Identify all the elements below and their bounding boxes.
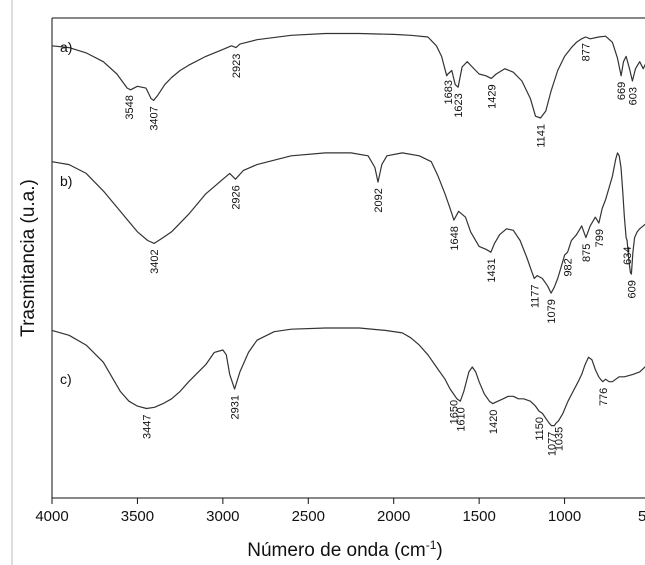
peak-label: 1035 — [554, 427, 566, 451]
series-layer — [51, 32, 645, 427]
panel-labels: a) b) c) — [60, 39, 72, 387]
peak-label: 1079 — [546, 299, 558, 323]
peak-label: 669 — [616, 82, 628, 100]
x-axis-title-end: ) — [436, 540, 442, 561]
peak-label: 609 — [626, 280, 638, 298]
x-tick-label: 4000 — [35, 508, 68, 525]
peak-label: 799 — [594, 229, 606, 247]
peak-label: 1150 — [534, 417, 546, 441]
peak-label: 3402 — [149, 249, 161, 273]
peak-label: 2092 — [373, 188, 385, 212]
x-tick-label: 3000 — [206, 508, 239, 525]
peak-label: 1141 — [536, 124, 548, 148]
annotation-layer: 3548340729231683162314291141877669603466… — [124, 43, 639, 456]
x-tick-label: 1500 — [462, 508, 495, 525]
peak-label: 776 — [598, 388, 610, 406]
peak-label: 2923 — [231, 54, 243, 78]
x-ticks: 4000 3500 3000 2500 2000 1500 1000 500 — [35, 498, 645, 525]
x-tick-label: 2500 — [292, 508, 325, 525]
y-axis-title: Trasmitancia (u.a.) — [18, 179, 39, 337]
peak-label: 3407 — [148, 106, 160, 130]
peak-label: 1431 — [486, 258, 498, 282]
peak-label: 634 — [622, 247, 634, 265]
axes-frame — [11, 0, 645, 565]
peak-label: 3548 — [124, 95, 136, 119]
spectrum-line-b — [51, 152, 645, 294]
peak-label: 1077 — [546, 432, 558, 456]
peak-label: 875 — [581, 244, 593, 262]
peak-label: 1610 — [455, 407, 467, 431]
peak-label: 1648 — [449, 226, 461, 250]
peak-label: 2931 — [230, 395, 242, 419]
peak-label: 877 — [581, 43, 593, 61]
peak-label: 1623 — [453, 93, 465, 117]
x-axis-title-main: Número de onda (cm — [247, 540, 425, 561]
peak-label: 2926 — [231, 185, 243, 209]
panel-label: b) — [60, 173, 72, 189]
x-axis-title-superscript: -1 — [426, 538, 437, 552]
peak-label: 603 — [627, 87, 639, 105]
peak-label: 1177 — [529, 285, 541, 309]
x-tick-label: 1000 — [548, 508, 581, 525]
x-axis-title: Número de onda (cm-1) — [247, 538, 442, 561]
x-tick-label: 500 — [638, 508, 645, 525]
panel-label: c) — [60, 371, 72, 387]
peak-label: 1683 — [443, 80, 455, 104]
x-tick-label: 3500 — [121, 508, 154, 525]
spectrum-line-a — [51, 32, 645, 119]
peak-label: 3447 — [142, 415, 154, 439]
peak-label: 1420 — [488, 410, 500, 434]
spectrum-line-c — [51, 327, 645, 427]
x-tick-label: 2000 — [377, 508, 410, 525]
peak-label: 1429 — [486, 84, 498, 108]
peak-label: 1650 — [449, 400, 461, 424]
peak-label: 982 — [563, 258, 575, 276]
panel-label: a) — [60, 39, 72, 55]
